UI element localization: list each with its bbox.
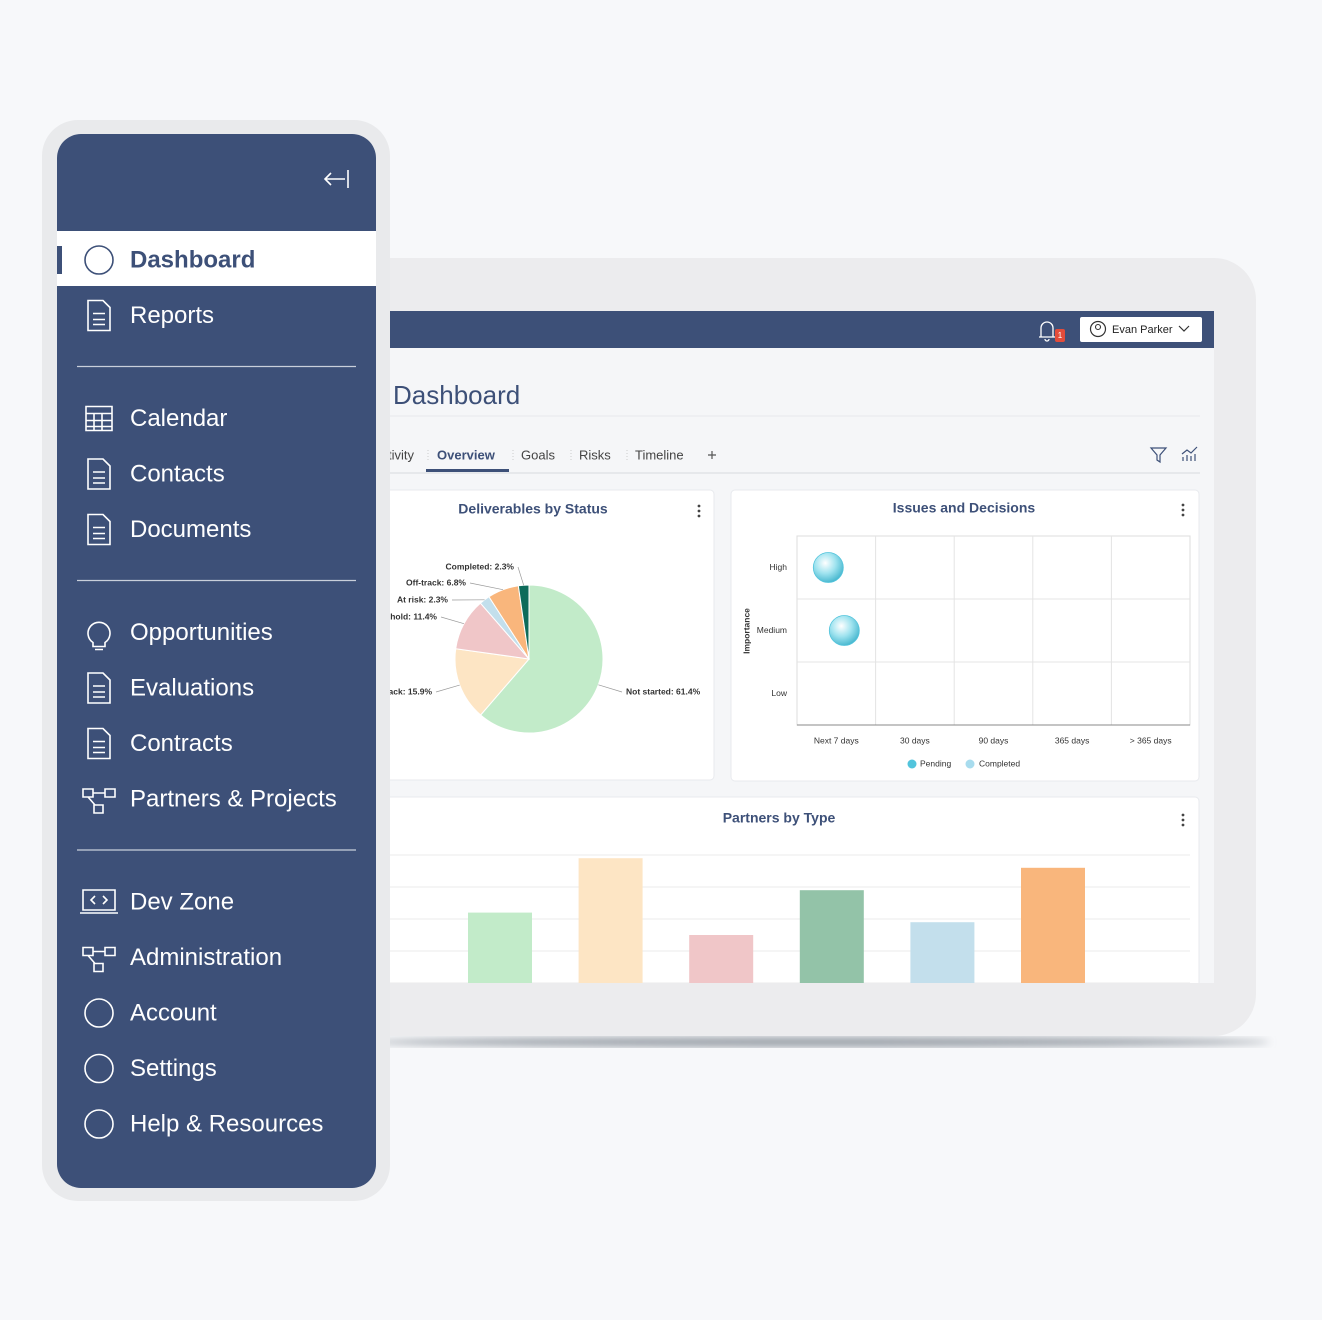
user-icon xyxy=(1089,320,1107,338)
tab[interactable]: Overview xyxy=(437,447,496,462)
add-tab[interactable] xyxy=(708,451,716,459)
leader-line xyxy=(435,684,460,693)
top-bar xyxy=(340,311,1214,348)
chart-title: Deliverables by Status xyxy=(458,501,608,517)
bar xyxy=(799,890,864,983)
x-tick-label: 90 days xyxy=(979,735,1009,745)
data-label: On hold: 11.4% xyxy=(376,611,437,621)
bar xyxy=(1021,867,1085,983)
bell-icon[interactable] xyxy=(1039,321,1055,342)
tab-underline xyxy=(426,469,509,472)
y-tick-label: Medium xyxy=(757,625,787,635)
nav-icon xyxy=(84,998,114,1028)
nav-item[interactable]: Reports xyxy=(130,302,214,329)
nav-item[interactable]: Partners & Projects xyxy=(130,785,337,812)
nav-active-marker xyxy=(57,246,62,274)
nav-icon xyxy=(87,513,111,546)
nav-icon xyxy=(87,672,111,704)
nav-icon xyxy=(84,1109,114,1139)
x-tick-label: Next 7 days xyxy=(814,735,859,745)
nav-active-bg xyxy=(57,231,376,286)
nav-icon xyxy=(84,245,114,275)
nav-item[interactable]: Opportunities xyxy=(130,619,273,646)
chart-icon[interactable] xyxy=(1181,446,1198,461)
collapse-icon[interactable] xyxy=(323,170,349,188)
x-tick-label: 30 days xyxy=(900,735,930,745)
nav-icon xyxy=(87,458,111,490)
tablet-screen: 1 Evan Parker Dashboard Activity Overview… xyxy=(340,311,1214,983)
legend-marker[interactable] xyxy=(907,759,917,769)
chart-title: Partners by Type xyxy=(723,810,836,826)
leader-line xyxy=(598,684,623,693)
nav-item[interactable]: Documents xyxy=(130,516,251,543)
chart-title: Issues and Decisions xyxy=(893,500,1036,516)
tablet-shadow xyxy=(370,1037,1270,1047)
chevron xyxy=(1178,325,1190,332)
tab[interactable]: Timeline xyxy=(635,447,684,462)
bar xyxy=(910,922,975,983)
legend-label[interactable]: Pending xyxy=(920,758,951,768)
nav-icon xyxy=(82,946,116,973)
nav-icon xyxy=(80,889,118,914)
nav-item[interactable]: Evaluations xyxy=(130,674,254,701)
y-tick-label: Low xyxy=(771,688,787,698)
nav-item[interactable]: Administration xyxy=(130,944,282,971)
nav-item[interactable]: Dashboard xyxy=(130,246,255,273)
nav-icon xyxy=(85,405,113,432)
nav-icon xyxy=(87,299,111,332)
nav-item[interactable]: Help & Resources xyxy=(130,1110,323,1137)
y-tick-label: High xyxy=(770,562,788,572)
nav-icon xyxy=(82,788,116,814)
tab[interactable]: Goals xyxy=(521,447,555,462)
pie-slice xyxy=(454,648,530,716)
nav-icon xyxy=(84,1053,114,1084)
y-axis-label: Importance xyxy=(741,608,751,654)
x-tick-label: > 365 days xyxy=(1130,735,1172,745)
tab[interactable]: Risks xyxy=(579,447,611,462)
page-title: Dashboard xyxy=(393,380,520,410)
user-icon-head xyxy=(1094,323,1102,331)
filter-icon[interactable] xyxy=(1149,447,1168,464)
leader-line xyxy=(517,566,524,586)
data-label: At risk: 2.3% xyxy=(397,594,448,604)
legend-label[interactable]: Completed xyxy=(979,758,1020,768)
leader-line xyxy=(469,582,504,591)
user-name: Evan Parker xyxy=(1112,324,1173,336)
card-menus[interactable] xyxy=(697,503,1185,827)
nav-item[interactable]: Account xyxy=(130,999,217,1026)
bubble-card xyxy=(730,489,1200,782)
nav-item[interactable]: Dev Zone xyxy=(130,888,234,915)
sidebar xyxy=(57,134,376,1188)
leader-line xyxy=(440,616,465,625)
nav-item[interactable]: Contracts xyxy=(130,730,233,757)
x-tick-label: 365 days xyxy=(1055,735,1090,745)
bubble xyxy=(828,615,860,646)
badge-count: 1 xyxy=(1058,331,1063,340)
nav-item[interactable]: Contacts xyxy=(130,460,225,487)
bar-card xyxy=(340,796,1200,983)
bar xyxy=(468,912,532,983)
pie-slice xyxy=(517,584,530,660)
nav-item[interactable]: Calendar xyxy=(130,405,227,432)
badge xyxy=(1055,329,1065,342)
bar xyxy=(689,935,754,983)
data-label: Completed: 2.3% xyxy=(446,561,515,571)
data-label: Not started: 61.4% xyxy=(626,686,701,696)
nav-icon xyxy=(87,727,111,760)
data-label: Off-track: 6.8% xyxy=(406,577,466,587)
nav-icon xyxy=(87,621,111,651)
bar xyxy=(578,858,643,983)
bubble xyxy=(812,552,844,583)
user-button[interactable] xyxy=(1080,317,1202,342)
data-label: On track: 15.9% xyxy=(368,686,432,696)
nav-item[interactable]: Settings xyxy=(130,1055,217,1082)
legend-marker[interactable] xyxy=(965,759,975,769)
